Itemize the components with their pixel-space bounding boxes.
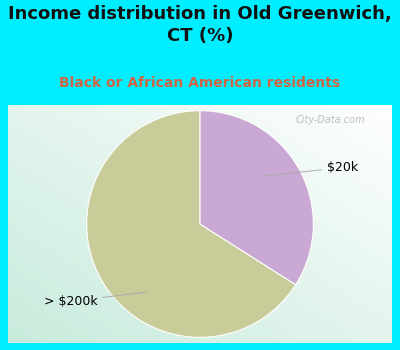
Text: City-Data.com: City-Data.com (296, 114, 365, 125)
Text: Income distribution in Old Greenwich,
CT (%): Income distribution in Old Greenwich, CT… (8, 5, 392, 46)
Wedge shape (200, 111, 313, 285)
Text: $20k: $20k (265, 161, 358, 176)
Text: > $200k: > $200k (44, 292, 146, 308)
Wedge shape (87, 111, 296, 337)
Text: Black or African American residents: Black or African American residents (60, 76, 340, 90)
